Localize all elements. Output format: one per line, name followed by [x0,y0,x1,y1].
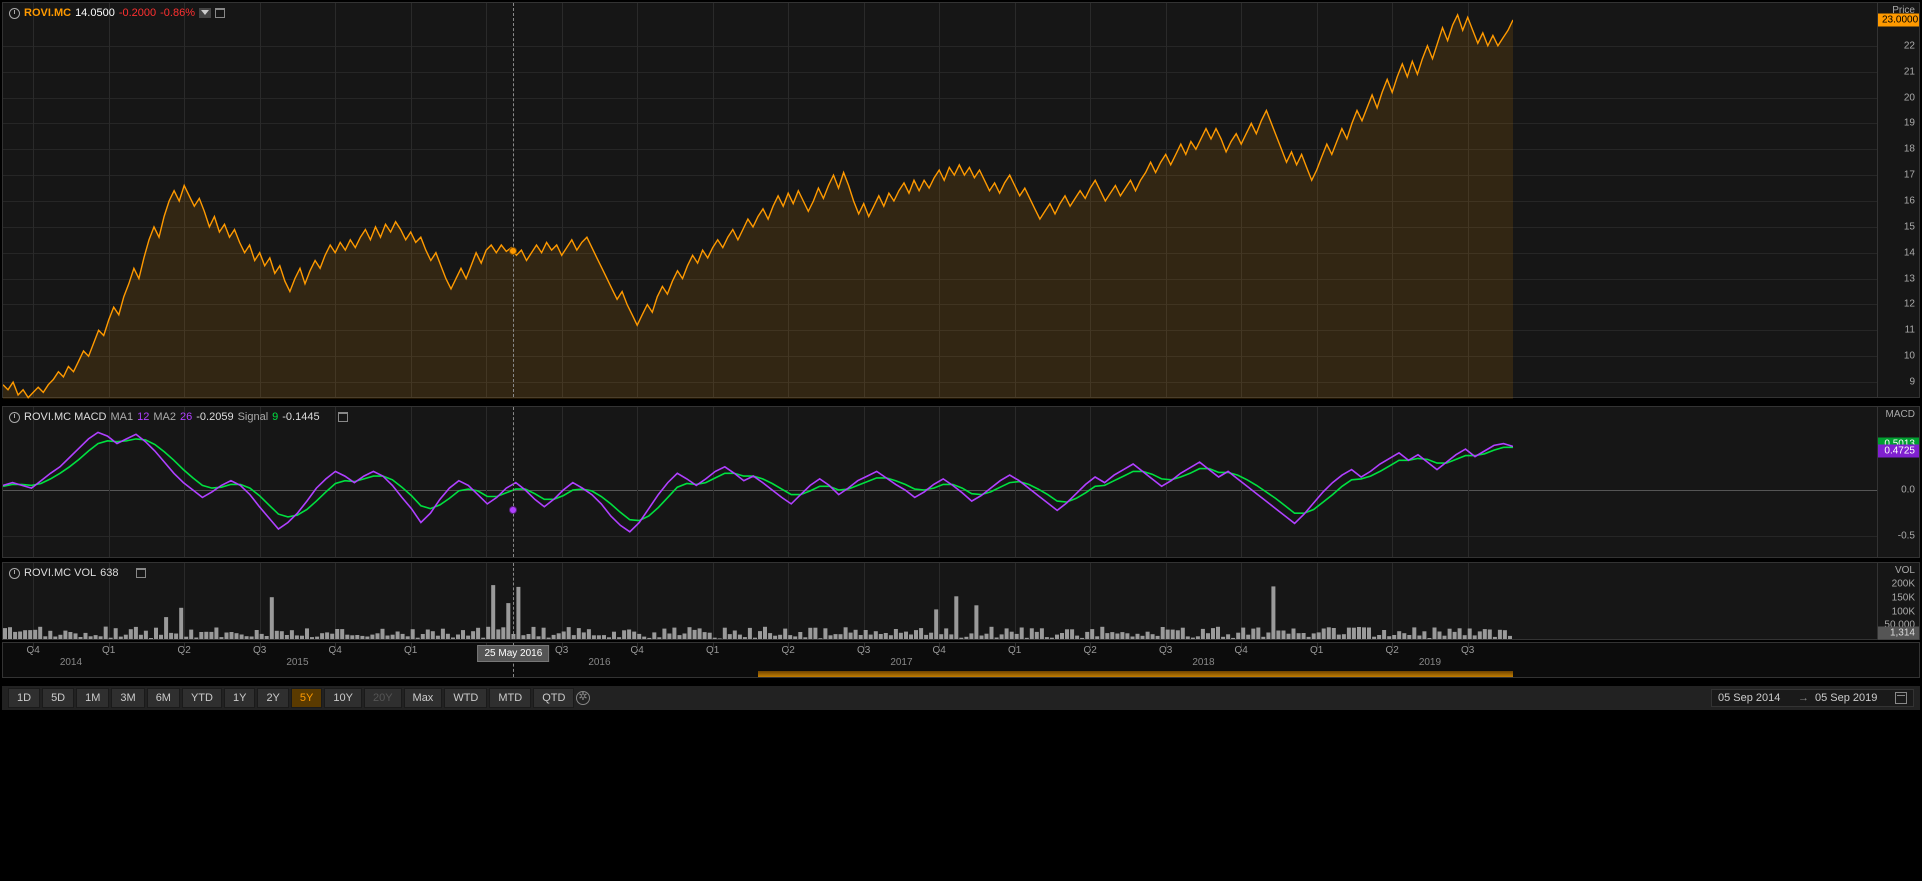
time-axis[interactable]: Q4Q1Q2Q3Q4Q1Q2Q3Q4Q1Q2Q3Q4Q1Q2Q3Q4Q1Q2Q3… [2,642,1920,678]
price-ytick: 11 [1905,325,1915,336]
clock-icon [9,568,20,579]
vol-ytick: 200K [1892,579,1915,590]
time-scrub-handle[interactable] [758,671,1513,677]
xaxis-year-tick: 2018 [1192,657,1214,668]
axis-label-macd: MACD [1886,409,1915,420]
price-ytick: 13 [1904,273,1915,284]
macd-ma2-label: MA2 [153,411,176,423]
price-ytick: 14 [1904,247,1915,258]
price-value: 14.0500 [75,7,115,19]
macd-signal-label: Signal [238,411,269,423]
xaxis-year-tick: 2014 [60,657,82,668]
range-button-1y[interactable]: 1Y [224,688,255,708]
price-ytick: 12 [1904,299,1915,310]
range-button-1d[interactable]: 1D [8,688,40,708]
macd-ytick: 0.0 [1901,485,1915,496]
xaxis-cursor-label: 25 May 2016 [477,645,549,662]
price-header: ROVI.MC 14.0500 -0.2000 -0.86% [9,7,225,19]
vol-ytick: 150K [1892,593,1915,604]
range-button-ytd[interactable]: YTD [182,688,222,708]
xaxis-year-tick: 2019 [1419,657,1441,668]
range-button-max[interactable]: Max [404,688,443,708]
macd-ma2-value: 26 [180,411,192,423]
macd-signal-period: 9 [272,411,278,423]
macd-value-badge: 0.4725 [1878,445,1919,458]
trash-icon[interactable] [136,568,146,578]
range-button-10y[interactable]: 10Y [324,688,362,708]
price-ytick: 22 [1904,40,1915,51]
macd-ticker: ROVI.MC MACD [24,411,107,423]
price-ytick: 21 [1904,66,1915,77]
date-to-input[interactable] [1815,692,1889,704]
vol-ytick: 100K [1892,606,1915,617]
price-chart-panel[interactable]: ROVI.MC 14.0500 -0.2000 -0.86% Price EUR… [2,2,1920,398]
macd-cursor-dot [509,506,517,514]
calendar-icon[interactable] [1895,692,1907,704]
range-toolbar: 1D5D1M3M6MYTD1Y2Y5Y10Y20YMaxWTDMTDQTD → [2,686,1920,710]
price-ytick: 10 [1904,351,1915,362]
volume-ticker: ROVI.MC VOL [24,567,96,579]
macd-header: ROVI.MC MACD MA1 12 MA2 26 -0.2059 Signa… [9,411,348,423]
chevron-down-icon[interactable] [199,8,211,18]
price-cursor-dot [509,247,517,255]
macd-ytick: -0.5 [1898,531,1915,542]
range-button-5y[interactable]: 5Y [291,688,322,708]
range-button-mtd[interactable]: MTD [489,688,531,708]
price-ticker: ROVI.MC [24,7,71,19]
date-range-picker[interactable]: → [1711,689,1914,707]
range-button-1m[interactable]: 1M [76,688,109,708]
volume-header: ROVI.MC VOL 638 [9,567,146,579]
trash-icon[interactable] [338,412,348,422]
vol-current-badge: 1,314 [1878,627,1919,640]
xaxis-year-tick: 2017 [890,657,912,668]
price-change: -0.2000 [119,7,156,19]
range-button-5d[interactable]: 5D [42,688,74,708]
macd-chart-panel[interactable]: ROVI.MC MACD MA1 12 MA2 26 -0.2059 Signa… [2,406,1920,558]
volume-chart-panel[interactable]: ROVI.MC VOL 638 VOL 50,000100K150K200K1,… [2,562,1920,640]
trash-icon[interactable] [215,8,225,18]
price-ytick: 18 [1904,144,1915,155]
macd-value: -0.2059 [196,411,233,423]
macd-yaxis: MACD -0.50.00.50130.4725 [1877,407,1919,557]
range-button-6m[interactable]: 6M [147,688,180,708]
clock-icon [9,8,20,19]
range-button-2y[interactable]: 2Y [257,688,288,708]
range-button-20y[interactable]: 20Y [364,688,402,708]
volume-yaxis: VOL 50,000100K150K200K1,314 [1877,563,1919,639]
price-ytick: 16 [1904,196,1915,207]
price-ytick: 9 [1909,377,1915,388]
macd-signal-value: -0.1445 [282,411,319,423]
price-pct: -0.86% [160,7,195,19]
price-ytick: 20 [1904,92,1915,103]
price-ytick: 15 [1904,221,1915,232]
volume-value: 638 [100,567,118,579]
xaxis-year-tick: 2016 [588,657,610,668]
axis-label-vol: VOL [1895,565,1915,576]
range-button-wtd[interactable]: WTD [444,688,487,708]
xaxis-year-tick: 2015 [286,657,308,668]
gear-icon[interactable] [576,691,590,705]
macd-ma1-label: MA1 [111,411,134,423]
clock-icon [9,412,20,423]
range-button-qtd[interactable]: QTD [533,688,574,708]
macd-ma1-value: 12 [137,411,149,423]
date-from-input[interactable] [1718,692,1792,704]
price-current-badge: 23.0000 [1878,13,1919,26]
price-yaxis: Price EUR 91011121314151617181920212223.… [1877,3,1919,397]
price-ytick: 19 [1904,118,1915,129]
range-button-3m[interactable]: 3M [111,688,144,708]
price-ytick: 17 [1904,170,1915,181]
